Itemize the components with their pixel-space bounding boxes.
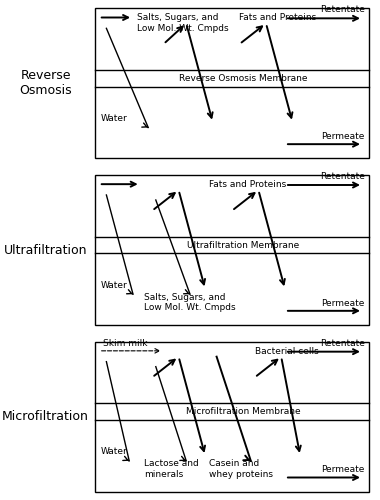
Bar [95,8,369,158]
Text: Retentate: Retentate [320,172,365,181]
Text: Water: Water [101,114,127,123]
Text: Microfiltration: Microfiltration [2,410,89,423]
Text: Reverse Osmosis Membrane: Reverse Osmosis Membrane [179,74,307,83]
Text: Ultrafiltration Membrane: Ultrafiltration Membrane [187,240,299,250]
Text: Microfiltration Membrane: Microfiltration Membrane [186,407,301,416]
Text: Retentate: Retentate [320,5,365,14]
Text: Permeate: Permeate [321,298,365,308]
Text: Water: Water [101,448,127,456]
Text: Skim milk: Skim milk [103,338,147,347]
Bar [95,342,369,492]
Bar [95,175,369,325]
Text: Lactose and
minerals: Lactose and minerals [144,459,199,478]
Text: Permeate: Permeate [321,132,365,141]
Text: Salts, Sugars, and
Low Mol. Wt. Cmpds: Salts, Sugars, and Low Mol. Wt. Cmpds [144,292,236,312]
Text: Fats and Proteins: Fats and Proteins [209,180,286,189]
Text: Fats and Proteins: Fats and Proteins [239,14,317,22]
Text: Water: Water [101,281,127,290]
Text: Retentate: Retentate [320,338,365,347]
Text: Reverse
Osmosis: Reverse Osmosis [19,70,72,98]
Text: Bacterial cells: Bacterial cells [255,346,318,356]
Text: Casein and
whey proteins: Casein and whey proteins [209,459,273,478]
Text: Salts, Sugars, and
Low Mol. Wt. Cmpds: Salts, Sugars, and Low Mol. Wt. Cmpds [137,14,228,32]
Text: Ultrafiltration: Ultrafiltration [4,244,87,256]
Text: Permeate: Permeate [321,465,365,474]
